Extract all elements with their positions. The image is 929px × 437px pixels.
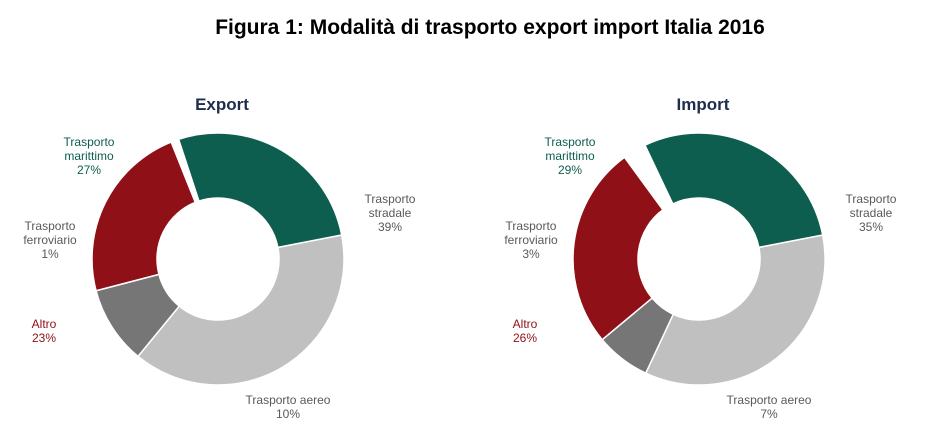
export-slice-altro	[91, 141, 197, 292]
import-slice-marittimo	[643, 132, 824, 249]
export-slice-stradale	[136, 234, 345, 386]
export-label-aereo: Trasporto aereo 10%	[246, 393, 331, 421]
export-label-ferroviario: Trasporto ferroviario 1%	[23, 219, 77, 261]
figure-title: Figura 1: Modalità di trasporto export i…	[215, 16, 765, 39]
export-label-stradale: Trasporto stradale 39%	[365, 192, 416, 234]
import-label-ferroviario: Trasporto ferroviario 3%	[504, 219, 558, 261]
import-chart-title: Import	[677, 95, 730, 114]
export-slice-marittimo	[177, 132, 343, 249]
import-label-aereo: Trasporto aereo 7%	[727, 393, 812, 421]
import-slice-stradale	[644, 234, 826, 386]
import-slice-altro	[572, 156, 665, 341]
import-label-marittimo: Trasporto marittimo 29%	[545, 135, 596, 177]
import-label-stradale: Trasporto stradale 35%	[846, 192, 897, 234]
export-label-altro: Altro 23%	[32, 317, 57, 345]
export-chart-title: Export	[195, 95, 249, 114]
export-label-marittimo: Trasporto marittimo 27%	[64, 135, 115, 177]
import-label-altro: Altro 26%	[513, 317, 538, 345]
